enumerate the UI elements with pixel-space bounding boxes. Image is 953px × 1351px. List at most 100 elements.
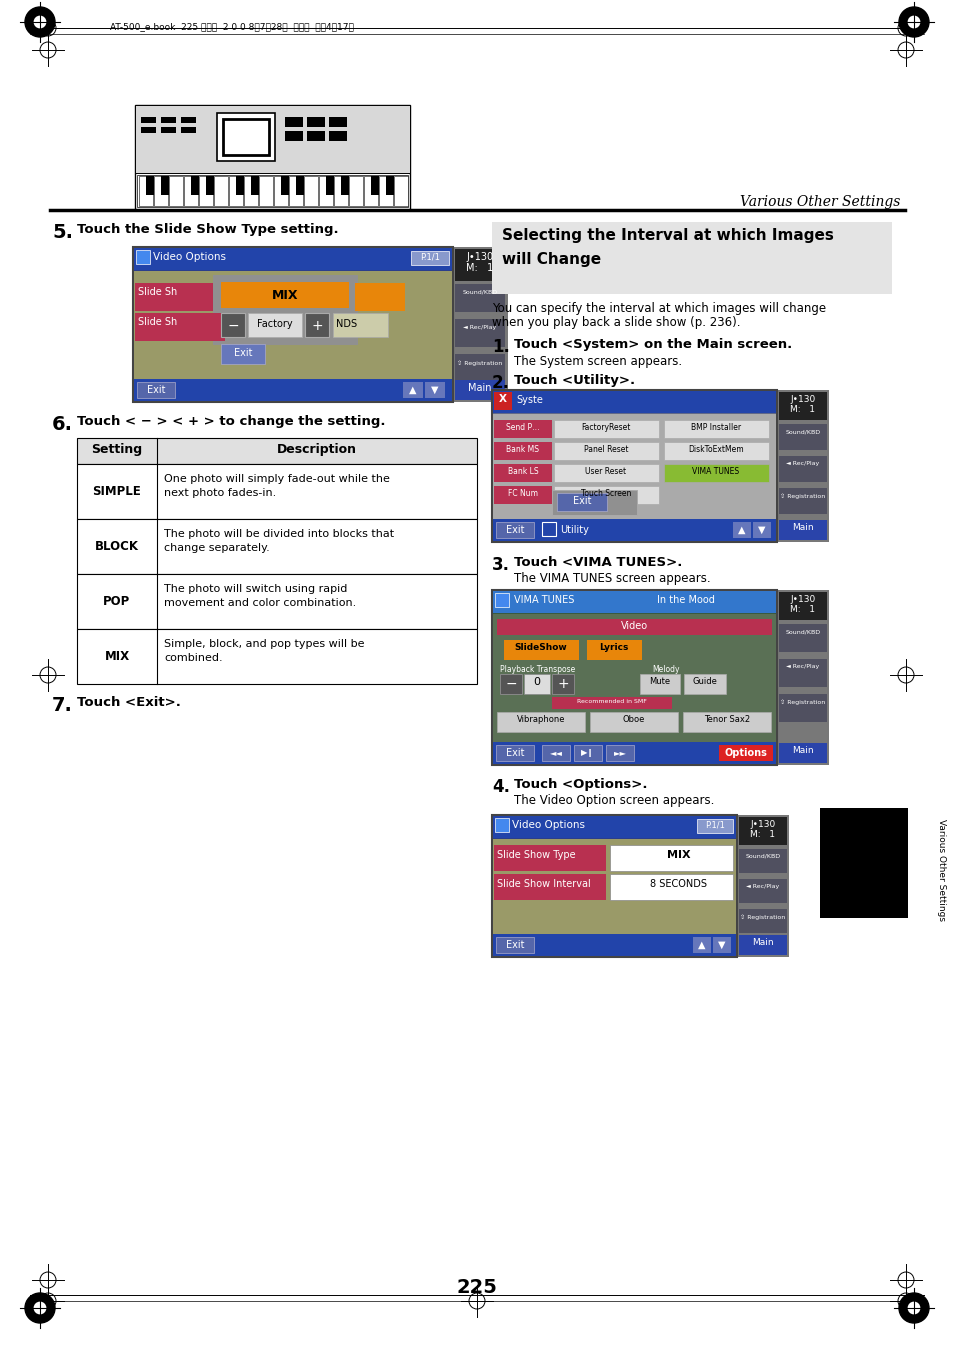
Text: will Change: will Change <box>501 253 600 267</box>
Text: Main: Main <box>751 938 773 947</box>
Bar <box>455 354 504 382</box>
Text: X: X <box>498 394 506 404</box>
Text: The photo will be divided into blocks that: The photo will be divided into blocks th… <box>164 530 394 539</box>
Bar <box>132 247 453 403</box>
Bar <box>221 282 349 308</box>
Bar <box>496 744 534 761</box>
Text: Factory: Factory <box>257 319 293 330</box>
Bar <box>340 176 349 195</box>
Bar <box>326 176 334 195</box>
Bar <box>455 319 504 347</box>
Bar <box>574 744 601 761</box>
Text: MIX: MIX <box>666 850 690 861</box>
Bar <box>411 251 449 265</box>
Text: 5.: 5. <box>52 223 73 242</box>
Text: 3.: 3. <box>492 557 510 574</box>
Bar <box>494 392 512 409</box>
Text: Touch <System> on the Main screen.: Touch <System> on the Main screen. <box>514 338 791 351</box>
Text: Bank LS: Bank LS <box>507 467 537 476</box>
Bar <box>139 176 152 205</box>
Circle shape <box>907 16 919 28</box>
Bar <box>779 659 826 688</box>
Text: FC Num: FC Num <box>507 489 537 499</box>
Text: Bank MS: Bank MS <box>506 444 539 454</box>
Bar <box>453 247 507 403</box>
Bar <box>161 118 175 123</box>
Text: Touch <Utility>.: Touch <Utility>. <box>514 374 635 386</box>
Bar <box>77 463 476 519</box>
Text: SlideShow: SlideShow <box>514 643 567 653</box>
Bar <box>329 131 347 141</box>
Bar <box>554 420 659 438</box>
Text: ▼: ▼ <box>758 526 765 535</box>
Text: 225: 225 <box>456 1278 497 1297</box>
Bar <box>161 127 175 132</box>
Bar <box>493 519 775 540</box>
Circle shape <box>898 7 928 36</box>
Text: Send P…: Send P… <box>506 423 539 432</box>
Bar <box>639 674 679 694</box>
Bar <box>779 743 826 763</box>
Text: Setting: Setting <box>91 443 142 457</box>
Text: Slide Show Interval: Slide Show Interval <box>497 880 590 889</box>
Text: combined.: combined. <box>164 653 222 663</box>
Text: movement and color combination.: movement and color combination. <box>164 598 355 608</box>
Bar <box>169 176 183 205</box>
Bar <box>496 938 534 952</box>
Text: ▲: ▲ <box>738 526 745 535</box>
Bar <box>739 817 786 844</box>
Bar <box>77 519 476 574</box>
Text: 6.: 6. <box>52 415 73 434</box>
Text: ◄ Rec/Play: ◄ Rec/Play <box>745 884 779 889</box>
Bar <box>494 442 552 459</box>
Text: Exit: Exit <box>233 349 252 358</box>
Text: ▶❙: ▶❙ <box>580 748 594 757</box>
Text: J•130: J•130 <box>789 594 815 604</box>
Bar <box>281 176 289 195</box>
Text: MIX: MIX <box>272 289 298 303</box>
Text: POP: POP <box>103 594 131 608</box>
Text: Video Options: Video Options <box>152 253 226 262</box>
Bar <box>739 880 786 902</box>
Bar <box>552 490 637 515</box>
Bar <box>137 176 408 207</box>
Bar <box>493 613 775 742</box>
Text: ⇧ Registration: ⇧ Registration <box>740 915 785 920</box>
Bar <box>779 592 826 620</box>
Text: Selecting the Interval at which Images: Selecting the Interval at which Images <box>501 228 833 243</box>
Text: The System screen appears.: The System screen appears. <box>514 355 681 367</box>
Bar <box>191 176 199 195</box>
Text: Exit: Exit <box>505 526 524 535</box>
Text: −: − <box>505 677 517 690</box>
Text: 2.: 2. <box>492 374 510 392</box>
Text: Melody: Melody <box>651 665 679 674</box>
Bar <box>697 819 732 834</box>
Bar <box>495 593 509 607</box>
Bar <box>492 590 776 765</box>
Bar <box>221 345 265 363</box>
Bar <box>779 392 826 420</box>
Bar <box>494 844 605 871</box>
Bar <box>493 390 775 413</box>
Bar <box>554 463 659 482</box>
Text: SIMPLE: SIMPLE <box>92 485 141 499</box>
Bar <box>712 938 730 952</box>
Bar <box>135 105 410 173</box>
Text: Touch Screen: Touch Screen <box>580 489 631 499</box>
Text: The Video Option screen appears.: The Video Option screen appears. <box>514 794 714 807</box>
Bar <box>181 118 195 123</box>
Text: change separately.: change separately. <box>164 543 270 553</box>
Text: P.1/1: P.1/1 <box>419 253 439 262</box>
Bar <box>371 176 378 195</box>
Bar <box>141 118 156 123</box>
Bar <box>492 222 891 295</box>
Text: Panel Reset: Panel Reset <box>583 444 628 454</box>
Text: FactoryReset: FactoryReset <box>580 423 630 432</box>
Text: Slide Sh: Slide Sh <box>138 317 177 327</box>
Circle shape <box>34 16 46 28</box>
Text: Options: Options <box>723 748 766 758</box>
Text: Slide Sh: Slide Sh <box>138 286 177 297</box>
Bar <box>329 118 347 127</box>
Bar <box>589 712 678 732</box>
Bar <box>663 463 768 482</box>
